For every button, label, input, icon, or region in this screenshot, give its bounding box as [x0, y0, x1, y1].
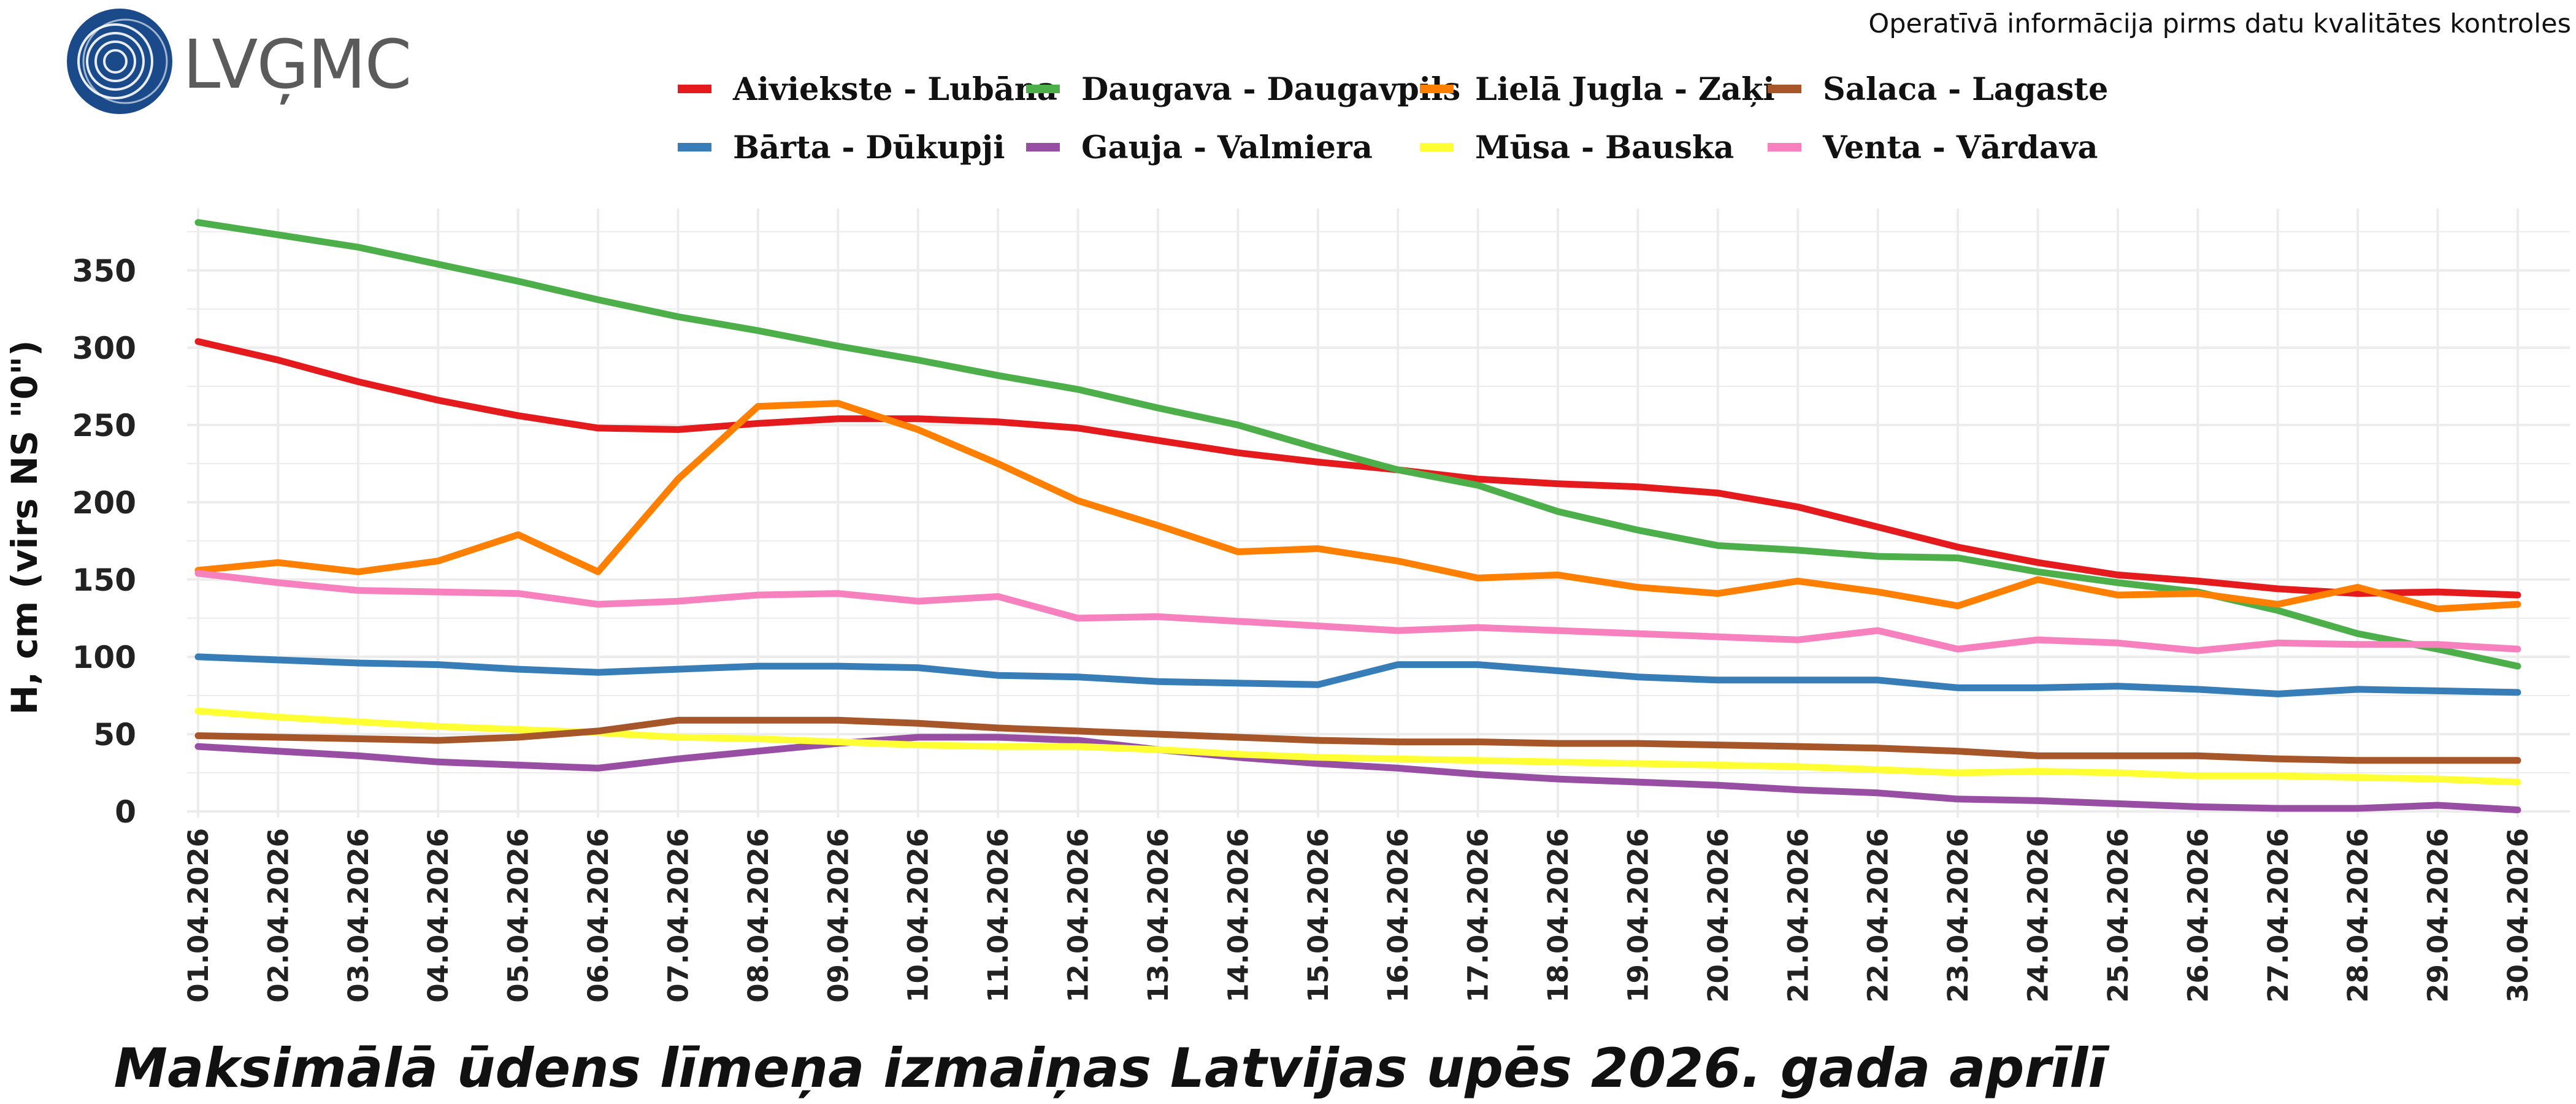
x-tick-label: 09.04.2026 — [822, 828, 854, 1003]
y-tick-label: 150 — [72, 562, 136, 598]
series-line — [194, 219, 2521, 670]
y-tick-label: 250 — [72, 408, 136, 443]
x-tick-label: 26.04.2026 — [2182, 828, 2214, 1003]
x-tick-label: 17.04.2026 — [1462, 828, 1495, 1003]
y-axis-label: H, cm (virs NS "0") — [4, 340, 45, 715]
series-line — [194, 400, 2521, 613]
x-tick-label: 23.04.2026 — [1942, 828, 1974, 1003]
x-tick-label: 25.04.2026 — [2102, 828, 2134, 1003]
x-tick-label: 21.04.2026 — [1782, 828, 1814, 1003]
x-tick-label: 08.04.2026 — [742, 828, 775, 1003]
x-tick-label: 05.04.2026 — [502, 828, 535, 1003]
x-tick-label: 12.04.2026 — [1062, 828, 1095, 1003]
x-tick-label: 01.04.2026 — [182, 828, 215, 1003]
x-tick-label: 10.04.2026 — [902, 828, 935, 1003]
x-tick-label: 11.04.2026 — [982, 828, 1014, 1003]
y-tick-label: 300 — [72, 331, 136, 366]
x-tick-label: 04.04.2026 — [422, 828, 454, 1003]
legend-label: Venta - Vārdava — [1822, 129, 2098, 166]
legend-label: Lielā Jugla - Zaķi — [1475, 71, 1775, 108]
y-tick-label: 0 — [115, 794, 136, 830]
series-line — [194, 570, 2521, 654]
x-tick-label: 19.04.2026 — [1622, 828, 1654, 1003]
legend-label: Daugava - Daugavpils — [1081, 71, 1460, 108]
logo-text: LVĢMC — [183, 25, 412, 104]
x-tick-label: 27.04.2026 — [2262, 828, 2294, 1003]
x-tick-label: 02.04.2026 — [262, 828, 294, 1003]
legend: Aiviekste - Lubāna Bārta - Dūkupji Daugava… — [678, 71, 2108, 166]
x-tick-label: 29.04.2026 — [2422, 828, 2455, 1003]
series-line — [194, 716, 2521, 764]
x-tick-label: 18.04.2026 — [1542, 828, 1574, 1003]
logo-emblem-icon — [67, 9, 172, 114]
x-tick-labels: 01.04.2026 02.04.2026 03.04.2026 04.04.2026… — [182, 828, 2534, 1003]
x-tick-label: 20.04.2026 — [1702, 828, 1735, 1003]
y-tick-label: 100 — [72, 640, 136, 675]
x-tick-label: 15.04.2026 — [1302, 828, 1335, 1003]
x-tick-label: 14.04.2026 — [1222, 828, 1254, 1003]
y-tick-label: 350 — [72, 253, 136, 289]
x-tick-label: 03.04.2026 — [342, 828, 375, 1003]
lvgmc-logo: LVĢMC — [66, 9, 412, 119]
x-tick-label: 24.04.2026 — [2022, 828, 2055, 1003]
series-line — [194, 338, 2521, 599]
data-quality-notice: Operatīvā informācija pirms datu kvalitā… — [1868, 9, 2571, 39]
grid-lines — [187, 209, 2570, 818]
y-tick-label: 200 — [72, 485, 136, 521]
series-lines — [194, 219, 2521, 813]
x-tick-label: 16.04.2026 — [1382, 828, 1414, 1003]
chart-title: Maksimālā ūdens līmeņa izmaiņas Latvijas… — [114, 1037, 2110, 1100]
x-tick-label: 13.04.2026 — [1142, 828, 1175, 1003]
x-tick-label: 06.04.2026 — [582, 828, 615, 1003]
series-line — [194, 707, 2521, 786]
legend-label: Salaca - Lagaste — [1823, 71, 2108, 108]
legend-label: Aiviekste - Lubāna — [732, 71, 1057, 108]
series-line — [194, 653, 2521, 697]
x-tick-label: 22.04.2026 — [1862, 828, 1895, 1003]
x-tick-label: 30.04.2026 — [2502, 828, 2534, 1003]
x-tick-label: 28.04.2026 — [2342, 828, 2374, 1003]
x-tick-label: 07.04.2026 — [662, 828, 694, 1003]
y-tick-labels: 0 50 100 150 200 250 300 350 — [72, 253, 136, 830]
legend-label: Gauja - Valmiera — [1081, 129, 1373, 166]
legend-label: Bārta - Dūkupji — [733, 129, 1005, 166]
legend-label: Mūsa - Bauska — [1475, 129, 1734, 166]
series-line — [194, 734, 2521, 813]
y-tick-label: 50 — [93, 717, 136, 753]
